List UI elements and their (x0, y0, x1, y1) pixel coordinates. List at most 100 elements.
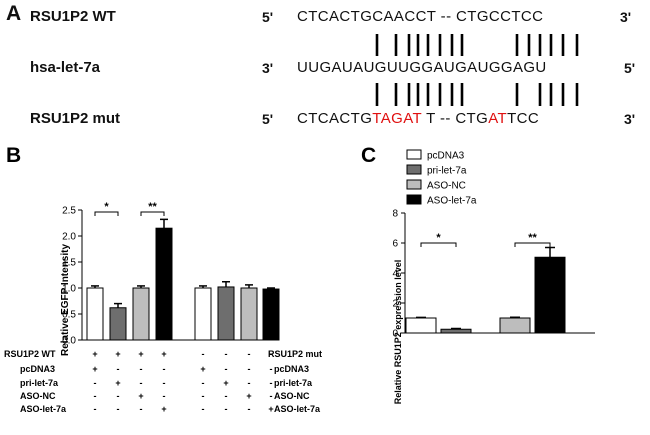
b-table-cell: - (248, 364, 251, 374)
b-bar (262, 288, 280, 341)
c-significance-label: ** (528, 232, 537, 244)
b-table-right-label: pri-let-7a (274, 378, 313, 388)
b-table-cell: - (117, 364, 120, 374)
panel-b-letter: B (6, 144, 21, 167)
b-table-cell: - (248, 378, 251, 388)
c-legend-label: ASO-NC (427, 181, 466, 192)
b-table-cell: + (246, 391, 251, 401)
sequence-segment: CTCACTGCAACCT (297, 8, 437, 25)
b-y-tick-label: 1.5 (62, 258, 76, 269)
b-bar (132, 287, 150, 341)
b-table-row-label: RSU1P2 WT (4, 349, 56, 359)
b-bar (109, 307, 127, 341)
b-table-cell: - (202, 378, 205, 388)
b-table-cell: - (140, 404, 143, 414)
b-table-cell: + (161, 404, 166, 414)
mirna-left-end: 3' (262, 60, 274, 76)
sequence-segment: -- (436, 8, 457, 25)
b-table-cell: + (138, 391, 143, 401)
mirna-name: hsa-let-7a (30, 59, 101, 76)
b-table-cell: - (225, 391, 228, 401)
c-legend-swatch (406, 179, 422, 190)
c-legend-label: pri-let-7a (427, 166, 467, 177)
b-bar (217, 286, 235, 341)
b-significance-bracket (140, 211, 165, 216)
b-table-cell: + (92, 364, 97, 374)
mirna-sequence: UUGAUAUGUUGGAUGAUGGAGU (297, 59, 547, 76)
b-table-cell: + (92, 349, 97, 359)
b-bar (240, 287, 258, 341)
b-significance-label: ** (148, 201, 157, 213)
panel-b-chart: B Relative EGFP Intensity 0.0 0.5 1.0 1.5 2.… (4, 144, 322, 414)
b-bar (194, 287, 212, 341)
b-table-cell: - (94, 391, 97, 401)
b-table-cell: - (248, 349, 251, 359)
c-bar (440, 328, 472, 334)
c-bar (499, 317, 531, 334)
b-table-cell: + (115, 349, 120, 359)
c-legend-swatch (406, 164, 422, 175)
b-significance-bracket (94, 211, 119, 216)
panel-c-ylabel: Relative RSU1P2 expression level (393, 260, 403, 405)
wt-right-end: 3' (620, 9, 632, 25)
b-table-cell: - (202, 404, 205, 414)
c-y-tick-label: 6 (392, 239, 398, 250)
b-table-row-label: ASO-NC (20, 391, 56, 401)
c-bar (405, 317, 437, 334)
panel-c-chart: C Relative RSU1P2 expression level pcDNA… (361, 144, 595, 405)
c-y-tick-label: 4 (392, 269, 398, 280)
c-bar (534, 256, 566, 334)
b-y-tick-label: 0.5 (62, 310, 76, 321)
b-table-cell: + (268, 404, 273, 414)
b-table-cell: - (202, 349, 205, 359)
sequence-segment: GAT (391, 110, 422, 127)
panel-c-letter: C (361, 144, 376, 167)
mut-right-end: 3' (624, 111, 636, 127)
c-legend-swatch (406, 149, 422, 160)
b-bar (86, 287, 104, 341)
panel-b-ylabel: Relative EGFP Intensity (60, 244, 71, 357)
b-table-cell: + (115, 378, 120, 388)
sequence-segment: UUGAUAUGUUGGAUGAUGGAGU (297, 59, 547, 76)
c-legend-label: ASO-let-7a (427, 196, 477, 207)
b-table-cell: - (163, 364, 166, 374)
b-table-cell: - (225, 349, 228, 359)
b-table-cell: + (223, 378, 228, 388)
sequence-segment: CTGCCTCC (456, 8, 544, 25)
b-table-row-label: pcDNA3 (20, 364, 55, 374)
b-table-cell: + (138, 349, 143, 359)
mut-name: RSU1P2 mut (30, 110, 121, 127)
c-y-tick-label: 0 (392, 329, 398, 340)
b-table-cell: - (140, 364, 143, 374)
c-significance-bracket (514, 242, 551, 247)
sequence-segment: TCC (507, 110, 540, 127)
b-table-cell: + (161, 349, 166, 359)
b-table-cell: - (163, 391, 166, 401)
b-table-cell: - (140, 378, 143, 388)
b-bar (155, 227, 173, 341)
b-table-cell: - (163, 378, 166, 388)
b-y-tick-label: 2.0 (62, 232, 76, 243)
sequence-segment: T -- CTG (421, 110, 489, 127)
panel-a-letter: A (6, 2, 22, 25)
b-table-cell: - (94, 404, 97, 414)
b-table-cell: - (270, 378, 273, 388)
b-table-right-label: RSU1P2 mut (268, 349, 322, 359)
b-table-cell: - (117, 391, 120, 401)
c-y-tick-label: 2 (392, 299, 398, 310)
b-y-tick-label: 1.0 (62, 284, 76, 295)
b-table-cell: - (248, 404, 251, 414)
b-table-right-label: ASO-NC (274, 391, 310, 401)
b-y-tick-label: 0.0 (62, 336, 76, 347)
b-table-cell: - (202, 391, 205, 401)
wt-left-end: 5' (262, 9, 274, 25)
c-legend-swatch (406, 194, 422, 205)
mirna-right-end: 5' (624, 60, 636, 76)
mut-sequence: CTCACTGTAGAT T -- CTGATTCC (297, 110, 539, 127)
c-y-tick-label: 8 (392, 209, 398, 220)
b-table-right-label: pcDNA3 (274, 364, 309, 374)
wt-name: RSU1P2 WT (30, 8, 116, 25)
c-significance-label: * (436, 232, 441, 244)
b-table-row-label: pri-let-7a (20, 378, 59, 388)
b-table-cell: + (200, 364, 205, 374)
